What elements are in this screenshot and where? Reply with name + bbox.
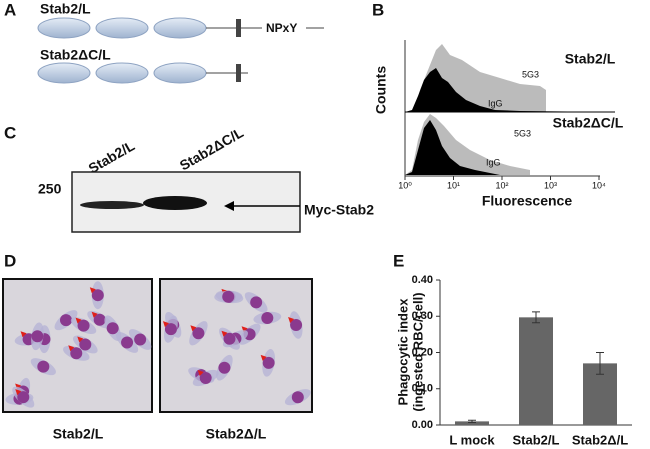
x-tick-label: 10¹ (447, 180, 460, 190)
nucleus (192, 327, 205, 340)
pointer (68, 345, 75, 352)
error-bar (532, 311, 540, 324)
pointer (197, 369, 204, 376)
panel-label: A (4, 0, 16, 19)
y-axis-label: Phagocytic index (395, 298, 410, 406)
x-tick-label: Stab2Δ/L (572, 432, 628, 447)
pointer (221, 330, 228, 337)
sample-label: Stab2/L (565, 51, 616, 67)
y-tick-label: 0.20 (412, 346, 433, 358)
error-bar (596, 352, 604, 375)
nucleus (37, 360, 50, 373)
nucleus (290, 318, 303, 331)
lane-label: Stab2/L (85, 137, 137, 176)
pointer (91, 311, 98, 318)
trace-label: IgG (488, 98, 503, 108)
pointer (162, 321, 169, 328)
motif: NPxY (266, 21, 297, 35)
panel-label: D (4, 251, 16, 270)
nucleus (77, 319, 90, 332)
pointer (260, 354, 267, 361)
pointer (15, 389, 22, 396)
y-axis-label: Counts (373, 66, 389, 114)
y-tick-label: 0.00 (412, 419, 433, 431)
band (143, 196, 207, 210)
x-tick-label: Stab2/L (513, 432, 560, 447)
pointer (20, 331, 27, 338)
tm-domain (236, 64, 241, 82)
sample-label: Stab2ΔC/L (553, 115, 624, 131)
nucleus (79, 338, 92, 351)
y-tick-label: 0.30 (412, 310, 433, 322)
nucleus (261, 312, 274, 325)
nucleus (291, 391, 304, 404)
band (80, 201, 144, 209)
nucleus (199, 371, 212, 384)
lane-label: Stab2ΔC/L (177, 124, 247, 173)
nucleus (262, 356, 275, 369)
domains (37, 17, 207, 84)
x-tick-label: 10² (495, 180, 508, 190)
nucleus (134, 333, 147, 346)
band-label: Myc-Stab2 (304, 202, 374, 218)
nucleus (250, 296, 263, 309)
nucleus (121, 336, 134, 349)
nucleus (106, 322, 119, 335)
caption: Stab2Δ/L (206, 426, 267, 442)
caption: Stab2/L (53, 426, 104, 442)
panel-label: E (393, 251, 404, 270)
bar (519, 317, 553, 425)
x-tick-label: 10⁴ (592, 180, 606, 190)
panel-label: C (4, 123, 16, 142)
trace-label: 5G3 (522, 69, 539, 79)
pointer (77, 336, 84, 343)
nucleus (93, 313, 106, 326)
nucleus (59, 314, 72, 327)
nucleus (218, 361, 231, 374)
marker: 250 (38, 181, 62, 197)
y-tick-label: 0.40 (412, 274, 433, 286)
histogram (405, 120, 500, 175)
error-bar (468, 419, 476, 423)
histogram (405, 68, 615, 112)
nucleus (70, 347, 83, 360)
nucleus (31, 330, 44, 343)
nucleus (17, 391, 30, 404)
pointer (89, 287, 96, 294)
pointer (288, 316, 295, 323)
bar (455, 421, 489, 425)
x-tick-label: 10³ (544, 180, 557, 190)
x-axis-label: Fluorescence (482, 193, 572, 209)
construct-name: Stab2ΔC/L (40, 47, 111, 63)
nucleus (164, 323, 177, 336)
tm-domain (236, 19, 241, 37)
trace-label: IgG (486, 157, 501, 167)
nucleus (222, 290, 235, 303)
x-tick-label: 10⁰ (398, 180, 412, 190)
pointer (75, 317, 82, 324)
y-axis-label: (ingested RBC/cell) (410, 292, 425, 411)
x-tick-label: L mock (449, 432, 495, 447)
nucleus (223, 332, 236, 345)
construct-name: Stab2/L (40, 1, 91, 17)
y-tick-label: 0.10 (412, 383, 433, 395)
panel-label: B (372, 0, 384, 19)
trace-label: 5G3 (514, 128, 531, 138)
arrow-head (224, 201, 234, 211)
nucleus (91, 289, 104, 302)
pointer (190, 325, 197, 332)
